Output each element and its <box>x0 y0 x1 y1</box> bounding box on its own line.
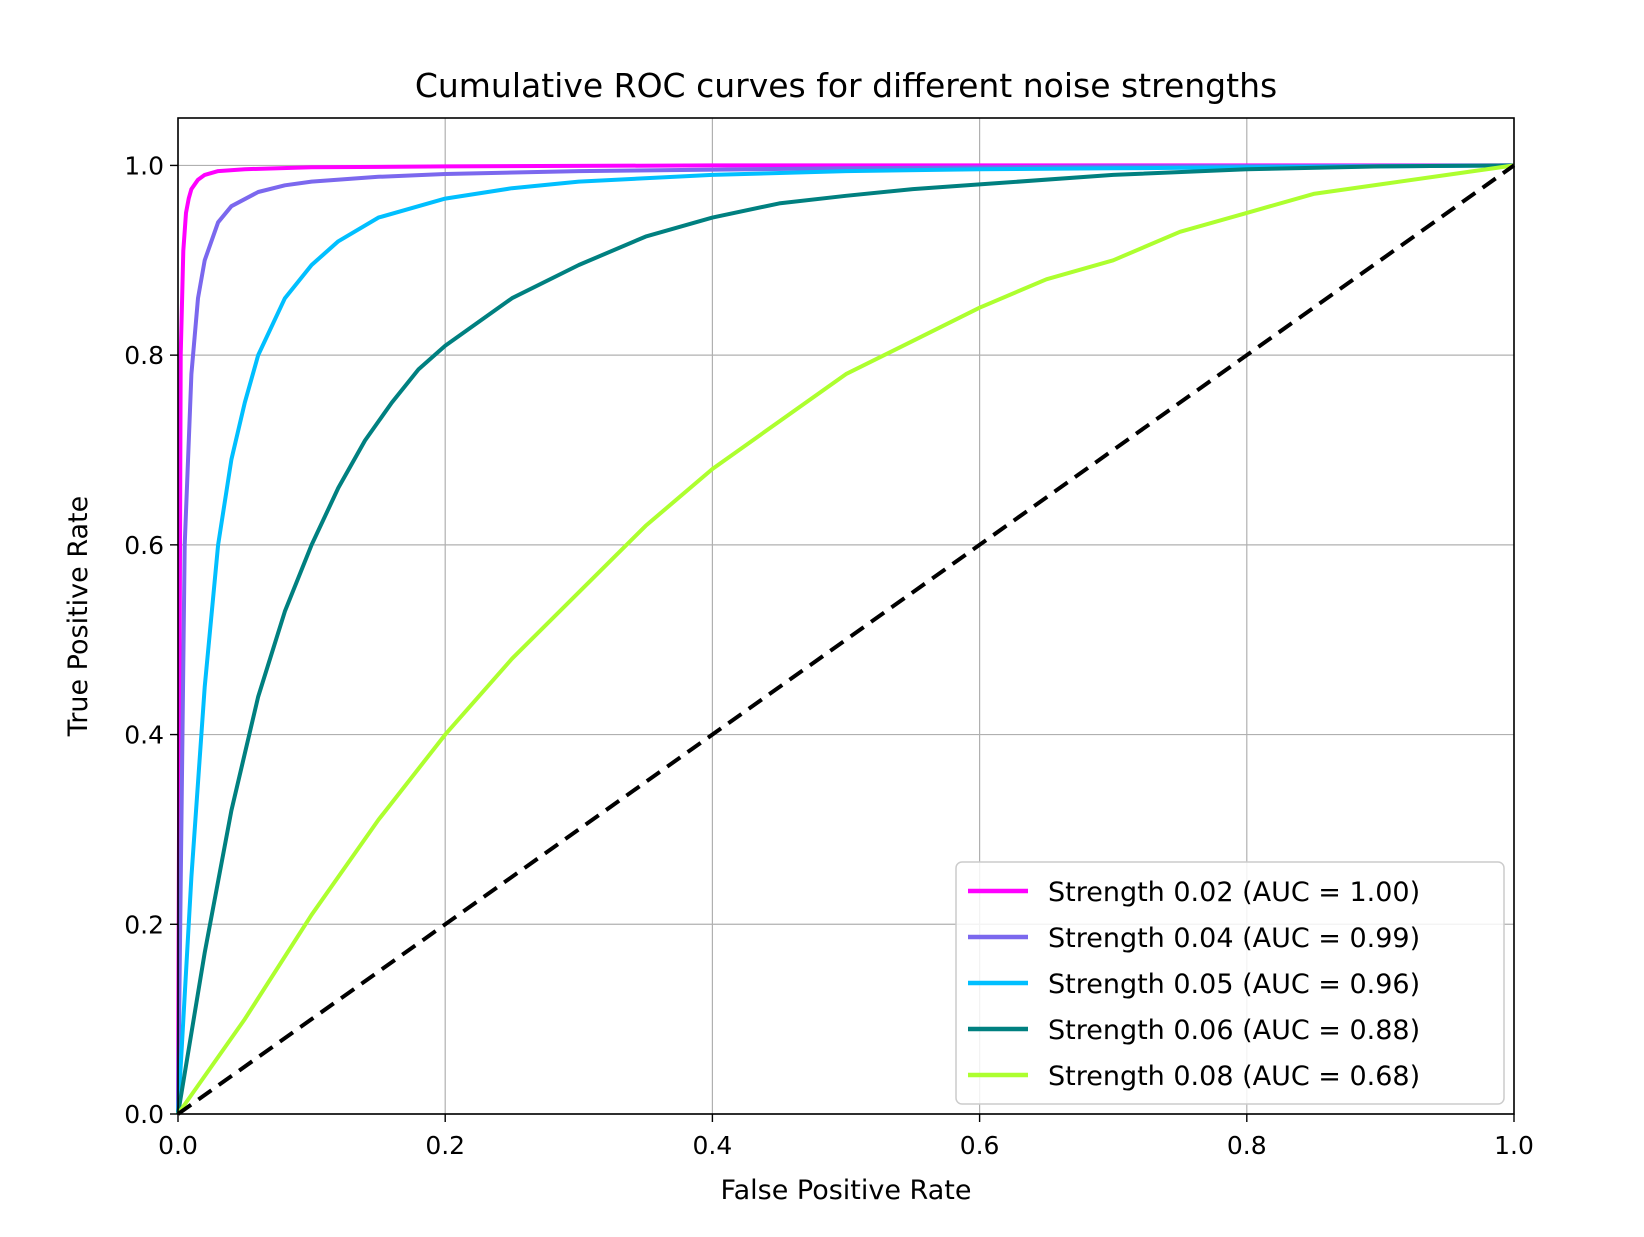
roc-series-line <box>176 163 1514 1115</box>
x-tick-label: 0.8 <box>1227 1131 1267 1160</box>
chance-diagonal-line <box>176 163 1516 1116</box>
legend-label: Strength 0.04 (AUC = 0.99) <box>1048 923 1420 954</box>
roc-series-line <box>176 163 1515 1115</box>
x-tick-label: 0.0 <box>158 1131 198 1160</box>
y-tick-label: 0.0 <box>124 1100 164 1129</box>
roc-series-line <box>176 163 1515 1115</box>
chart-title: Cumulative ROC curves for different nois… <box>415 66 1277 105</box>
x-tick-label: 0.6 <box>960 1131 1000 1160</box>
x-axis-label: False Positive Rate <box>721 1175 972 1206</box>
y-tick-label: 0.8 <box>124 341 164 370</box>
x-tick-label: 0.2 <box>425 1131 465 1160</box>
roc-series-line <box>176 163 1515 1115</box>
legend-label: Strength 0.06 (AUC = 0.88) <box>1048 1015 1420 1046</box>
axes-frame <box>177 117 1515 1115</box>
legend: Strength 0.02 (AUC = 1.00) Strength 0.04 … <box>955 861 1505 1105</box>
ticks: 0.0 0.2 0.4 0.6 0.8 1.0 0.0 0.2 0.4 0.6 0.8 1.0 <box>124 151 1534 1160</box>
grid <box>177 118 1515 1115</box>
y-tick-label: 0.2 <box>124 910 164 939</box>
x-tick-label: 1.0 <box>1494 1131 1534 1160</box>
y-tick-label: 0.6 <box>124 531 164 560</box>
legend-label: Strength 0.08 (AUC = 0.68) <box>1048 1061 1420 1092</box>
y-axis-label: True Positive Rate <box>63 496 94 738</box>
legend-label: Strength 0.05 (AUC = 0.96) <box>1048 969 1420 1000</box>
y-tick-label: 0.4 <box>124 721 164 750</box>
roc-series-line <box>176 163 1515 1116</box>
legend-box <box>955 861 1505 1105</box>
plot-area <box>176 163 1516 1116</box>
x-tick-label: 0.4 <box>693 1131 733 1160</box>
y-tick-label: 1.0 <box>124 151 164 180</box>
legend-label: Strength 0.02 (AUC = 1.00) <box>1048 877 1420 908</box>
